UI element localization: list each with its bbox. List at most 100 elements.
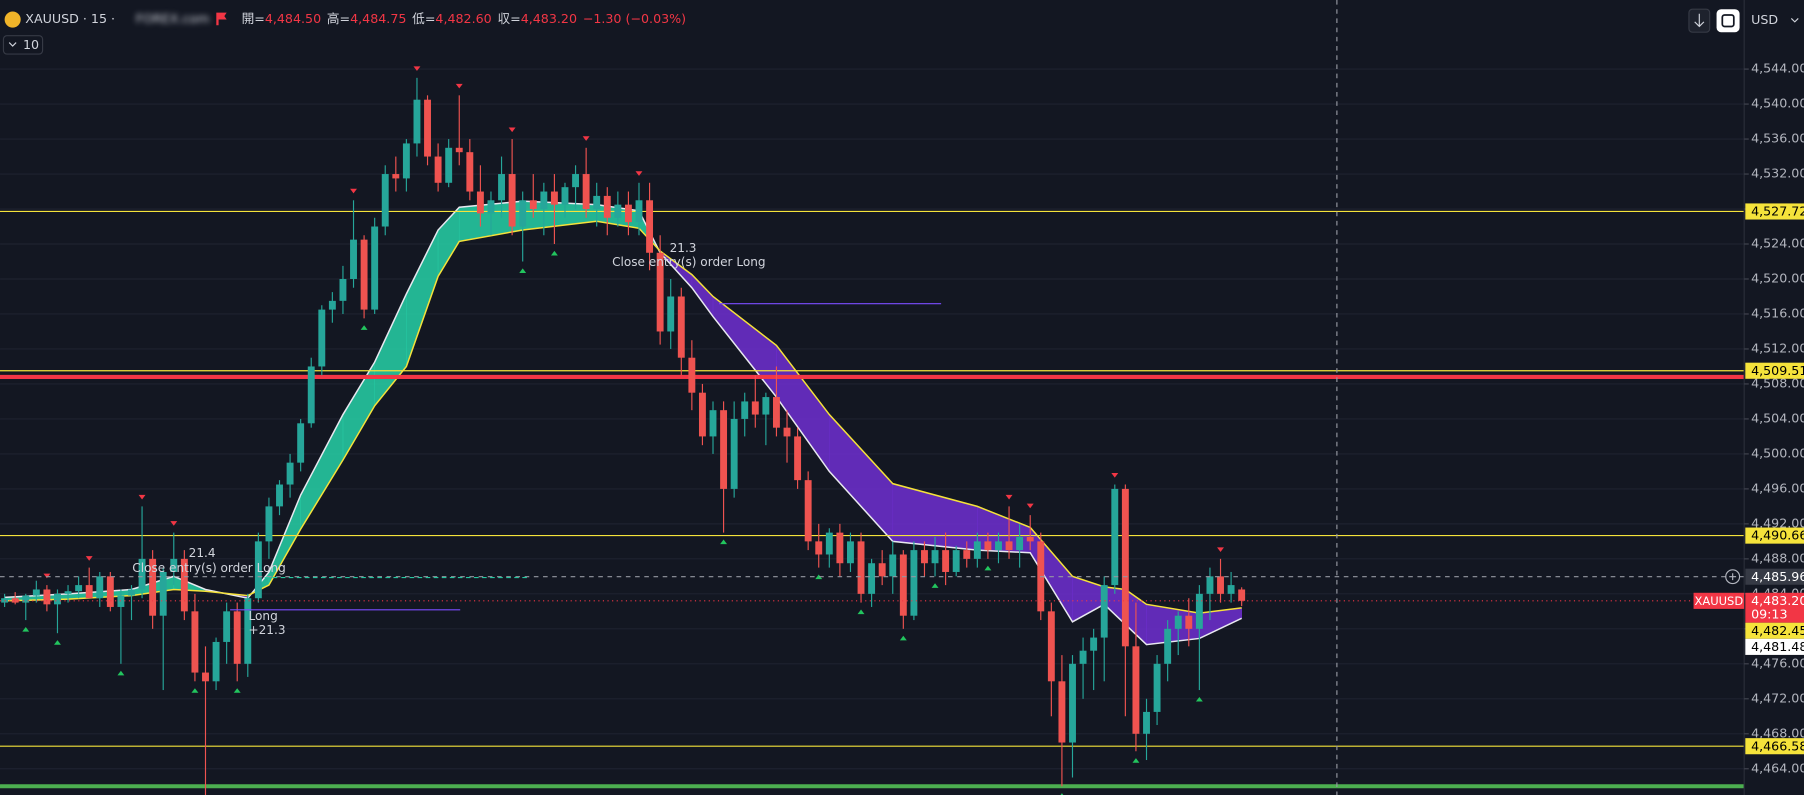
sell-signal bbox=[413, 66, 421, 71]
chevron bbox=[8, 42, 17, 47]
candle-body bbox=[1185, 615, 1193, 629]
level-tag bbox=[1745, 362, 1804, 379]
y-tick-label: 4,536.00 bbox=[1751, 131, 1804, 146]
candle-body bbox=[921, 550, 928, 564]
level-tag bbox=[1745, 738, 1804, 755]
candle-body bbox=[244, 598, 252, 664]
symbol: XAUUSD · 15 · bbox=[25, 11, 115, 26]
chevron bbox=[1790, 18, 1799, 23]
buy-signal bbox=[233, 688, 241, 693]
y-tick-label: 4,476.00 bbox=[1751, 655, 1804, 670]
flag-icon[interactable] bbox=[216, 12, 227, 26]
candle-body bbox=[783, 427, 791, 437]
candle-body bbox=[614, 204, 622, 218]
price-tag-label: 4,482.45 bbox=[1751, 623, 1804, 638]
buy-signal bbox=[360, 325, 368, 330]
y-tick-label: 4,508.00 bbox=[1751, 375, 1804, 390]
ohlc-value: 4,483.20 bbox=[521, 11, 577, 26]
y-tick-label: 4,464.00 bbox=[1751, 760, 1804, 775]
trade-annotation: 21.3 bbox=[670, 241, 697, 255]
buy-signal bbox=[857, 609, 865, 615]
buy-signal bbox=[1132, 758, 1140, 763]
buy-signal bbox=[117, 670, 125, 676]
ohlc-label: 収= bbox=[497, 11, 520, 26]
candle-body bbox=[931, 550, 939, 564]
symbol-tag bbox=[1693, 592, 1745, 609]
candle-body bbox=[635, 200, 643, 223]
sell-signal bbox=[455, 83, 463, 89]
buy-signal bbox=[519, 268, 527, 274]
ohlc: 開= 4,484.50 高= 4,484.75 低= 4,482.60 収= 4,483.20 bbox=[242, 11, 577, 26]
arrow-icon bbox=[1694, 13, 1705, 28]
currency[interactable]: USD bbox=[1751, 12, 1778, 27]
y-tick-label: 4,544.00 bbox=[1751, 61, 1804, 76]
last-price-label: 4,483.20 bbox=[1751, 593, 1804, 608]
candle-body bbox=[836, 532, 844, 564]
candle-body bbox=[128, 589, 135, 596]
candle-body bbox=[276, 484, 283, 507]
sell-signal bbox=[582, 136, 590, 141]
y-tick-label: 4,540.00 bbox=[1751, 96, 1804, 111]
candle-body bbox=[1069, 663, 1076, 743]
candle-body bbox=[603, 195, 611, 218]
candle-body bbox=[96, 576, 104, 599]
candle-body bbox=[392, 174, 400, 179]
buy-signal bbox=[899, 635, 907, 641]
candle-body bbox=[64, 591, 72, 594]
candle-body bbox=[1079, 650, 1087, 664]
buy-signal bbox=[984, 565, 992, 571]
countdown: 09:13 bbox=[1751, 607, 1787, 622]
y-tick-label: 4,512.00 bbox=[1751, 340, 1804, 355]
price-tag bbox=[1745, 638, 1804, 655]
screenshot-button[interactable] bbox=[1716, 9, 1740, 33]
y-tick-label: 4,516.00 bbox=[1751, 305, 1804, 320]
interval-button[interactable] bbox=[2, 35, 44, 55]
candle-body bbox=[318, 309, 326, 367]
price-tag-label: 4,481.48 bbox=[1751, 639, 1804, 654]
candle-body bbox=[1121, 488, 1129, 647]
buy-signal bbox=[931, 583, 939, 588]
candle-body bbox=[508, 174, 516, 227]
candle-body bbox=[751, 401, 759, 415]
candle-body bbox=[667, 296, 675, 332]
candle-body bbox=[815, 541, 823, 555]
candle-body bbox=[360, 239, 368, 310]
ohlc-value: 4,484.75 bbox=[350, 11, 406, 26]
candle-body bbox=[487, 200, 495, 214]
candle-body bbox=[730, 418, 738, 489]
y-tick-label: 4,532.00 bbox=[1751, 166, 1804, 181]
candle-body bbox=[593, 195, 601, 210]
sell-signal bbox=[138, 494, 146, 500]
candle-body bbox=[1016, 536, 1024, 551]
crosshair-label: 4,485.96 bbox=[1751, 569, 1804, 584]
buy-signal bbox=[550, 250, 558, 256]
candle-body bbox=[1206, 576, 1214, 594]
ohlc-label: 開= bbox=[242, 11, 265, 26]
candle-body bbox=[476, 191, 484, 214]
candle-body bbox=[138, 558, 146, 590]
buy-signal bbox=[815, 574, 823, 580]
candle-body bbox=[202, 672, 209, 682]
candle-body bbox=[910, 550, 918, 616]
last-price-tag bbox=[1745, 592, 1804, 623]
y-tick-label: 4,524.00 bbox=[1751, 236, 1804, 251]
candle-body bbox=[1195, 593, 1203, 629]
candle-body bbox=[43, 589, 51, 605]
candle-body bbox=[32, 589, 40, 596]
y-tick-label: 4,492.00 bbox=[1751, 515, 1804, 530]
candle-body bbox=[254, 541, 262, 599]
candle-body bbox=[762, 397, 770, 415]
candle-body bbox=[371, 226, 379, 310]
candle-body bbox=[572, 174, 580, 188]
candle-body bbox=[709, 410, 717, 437]
y-tick-label: 4,504.00 bbox=[1751, 410, 1804, 425]
candle-body bbox=[1153, 663, 1161, 712]
candle-body bbox=[22, 595, 30, 603]
candle-body bbox=[1132, 646, 1140, 734]
trade-annotation: 21.4 bbox=[189, 546, 216, 560]
candle-body bbox=[191, 611, 199, 673]
trade-annotation: +21.3 bbox=[249, 623, 286, 637]
